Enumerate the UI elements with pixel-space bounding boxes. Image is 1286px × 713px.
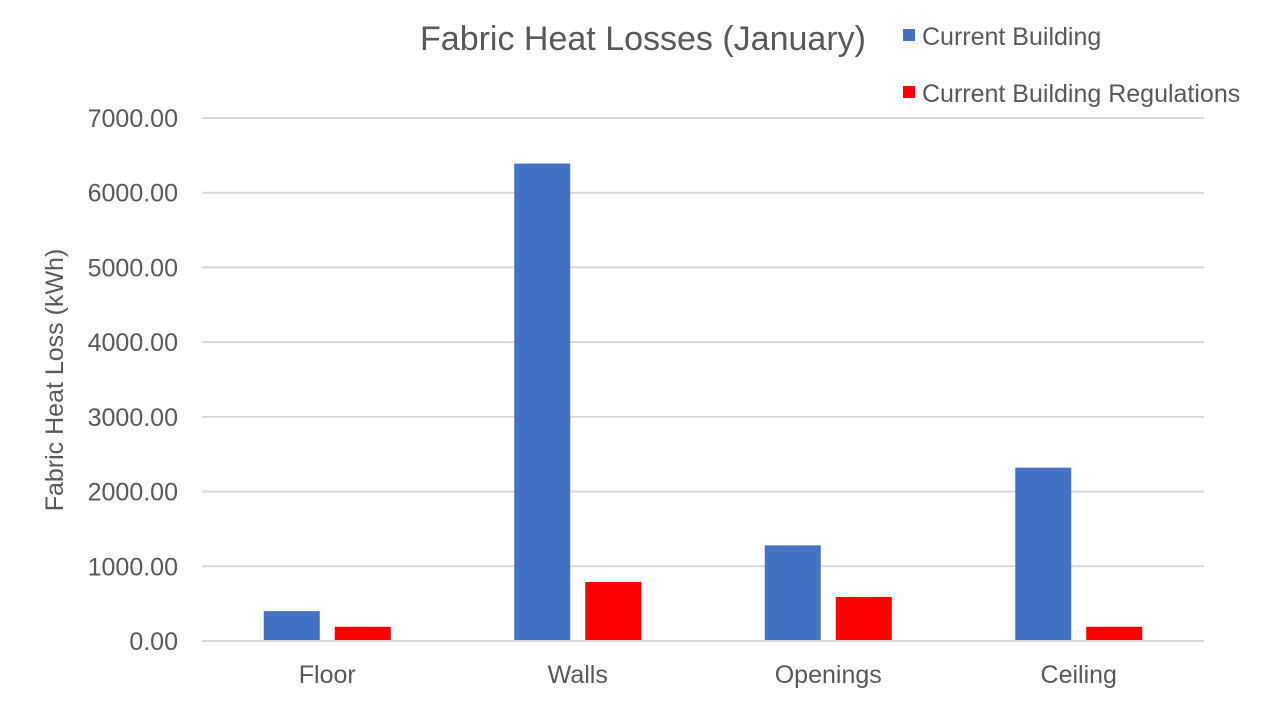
- y-tick-label: 6000.00: [88, 180, 178, 208]
- y-tick-label: 4000.00: [88, 329, 178, 357]
- axes: 0.00 1000.00 2000.00 3000.00 4000.00 5000.00 6…: [88, 105, 1204, 689]
- legend-swatch: [903, 86, 915, 98]
- chart-title: Fabric Heat Losses (January): [420, 20, 866, 58]
- y-tick-label: 2000.00: [88, 479, 178, 507]
- bar-floor-series-2: [334, 626, 391, 641]
- legend-swatch: [903, 29, 915, 41]
- x-tick-label: Walls: [548, 661, 608, 689]
- x-tick-label: Openings: [775, 661, 882, 689]
- legend-label: Current Building: [922, 23, 1101, 51]
- y-tick-label: 5000.00: [88, 254, 178, 282]
- bar-walls-series-1: [514, 163, 571, 641]
- bar-openings-series-2: [835, 596, 892, 641]
- gridlines: [202, 117, 1204, 568]
- bars: [263, 163, 1143, 641]
- legend-label: Current Building Regulations: [922, 80, 1240, 108]
- x-tick-label: Floor: [299, 661, 356, 689]
- y-axis-title: Fabric Heat Loss (kWh): [41, 249, 69, 512]
- bar-walls-series-2: [585, 581, 642, 641]
- y-tick-label: 3000.00: [88, 404, 178, 432]
- bar-ceiling-series-2: [1086, 626, 1143, 641]
- bar-ceiling-series-1: [1015, 467, 1072, 641]
- legend: Current Building Current Building Regulat…: [903, 23, 1240, 108]
- y-tick-label: 0.00: [129, 628, 178, 656]
- x-tick-label: Ceiling: [1041, 661, 1117, 689]
- bar-openings-series-1: [764, 545, 821, 641]
- y-tick-label: 1000.00: [88, 553, 178, 581]
- y-tick-label: 7000.00: [88, 105, 178, 133]
- bar-floor-series-1: [263, 611, 320, 641]
